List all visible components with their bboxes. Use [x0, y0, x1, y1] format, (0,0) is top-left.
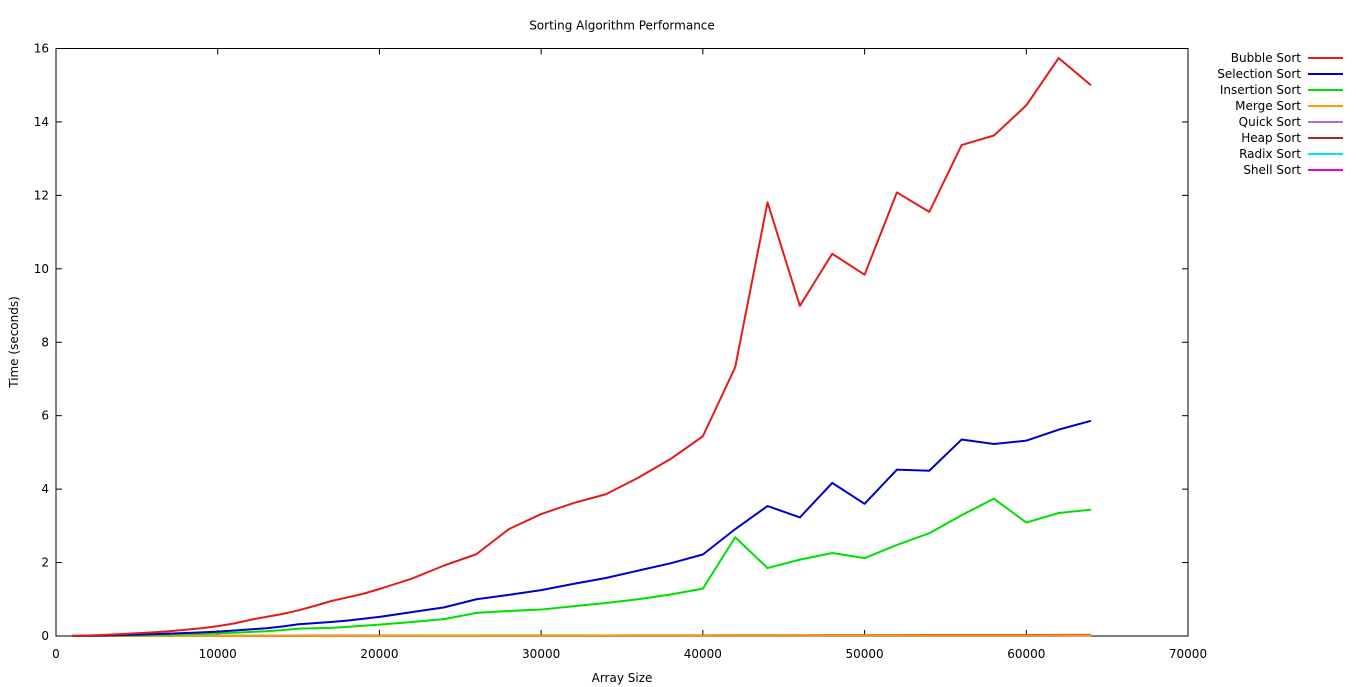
legend-label-heap-sort: Heap Sort — [1241, 131, 1301, 145]
x-tick-label: 10000 — [199, 647, 237, 661]
x-tick-label: 30000 — [522, 647, 560, 661]
series-line-insertion-sort — [72, 497, 1092, 637]
legend-label-quick-sort: Quick Sort — [1239, 115, 1302, 129]
x-tick-label: 50000 — [845, 647, 883, 661]
y-tick-label: 12 — [34, 188, 49, 202]
x-tick-label: 70000 — [1169, 647, 1207, 661]
plot-frame — [55, 48, 1189, 637]
y-tick-label: 6 — [41, 409, 49, 423]
axis-ticks: 0 10000 20000 30000 40000 50000 60000 70000 0 2 4 6… — [34, 42, 1207, 662]
series-layer — [72, 57, 1092, 637]
legend-label-merge-sort: Merge Sort — [1235, 99, 1301, 113]
x-tick-label: 60000 — [1007, 647, 1045, 661]
series-line-selection-sort — [72, 419, 1092, 637]
y-tick-label: 10 — [34, 262, 49, 276]
series-line-bubble-sort — [72, 57, 1092, 637]
x-tick-label: 20000 — [360, 647, 398, 661]
y-tick-label: 2 — [41, 556, 49, 570]
legend-label-bubble-sort: Bubble Sort — [1231, 51, 1301, 65]
y-tick-label: 8 — [41, 335, 49, 349]
legend-label-selection-sort: Selection Sort — [1217, 67, 1301, 81]
y-axis-label: Time (seconds) — [7, 296, 21, 389]
legend-label-insertion-sort: Insertion Sort — [1220, 83, 1301, 97]
y-tick-label: 0 — [41, 629, 49, 643]
x-tick-label: 40000 — [684, 647, 722, 661]
legend-label-shell-sort: Shell Sort — [1243, 163, 1301, 177]
x-tick-label: 0 — [52, 647, 60, 661]
y-tick-label: 16 — [34, 42, 49, 56]
legend: Bubble Sort Selection Sort Insertion Sort M… — [1217, 51, 1343, 177]
chart-title: Sorting Algorithm Performance — [529, 19, 715, 33]
legend-label-radix-sort: Radix Sort — [1239, 147, 1301, 161]
series-line-merge-sort — [72, 634, 1091, 637]
x-axis-label: Array Size — [592, 671, 653, 685]
y-tick-label: 14 — [34, 115, 49, 129]
y-tick-label: 4 — [41, 482, 49, 496]
